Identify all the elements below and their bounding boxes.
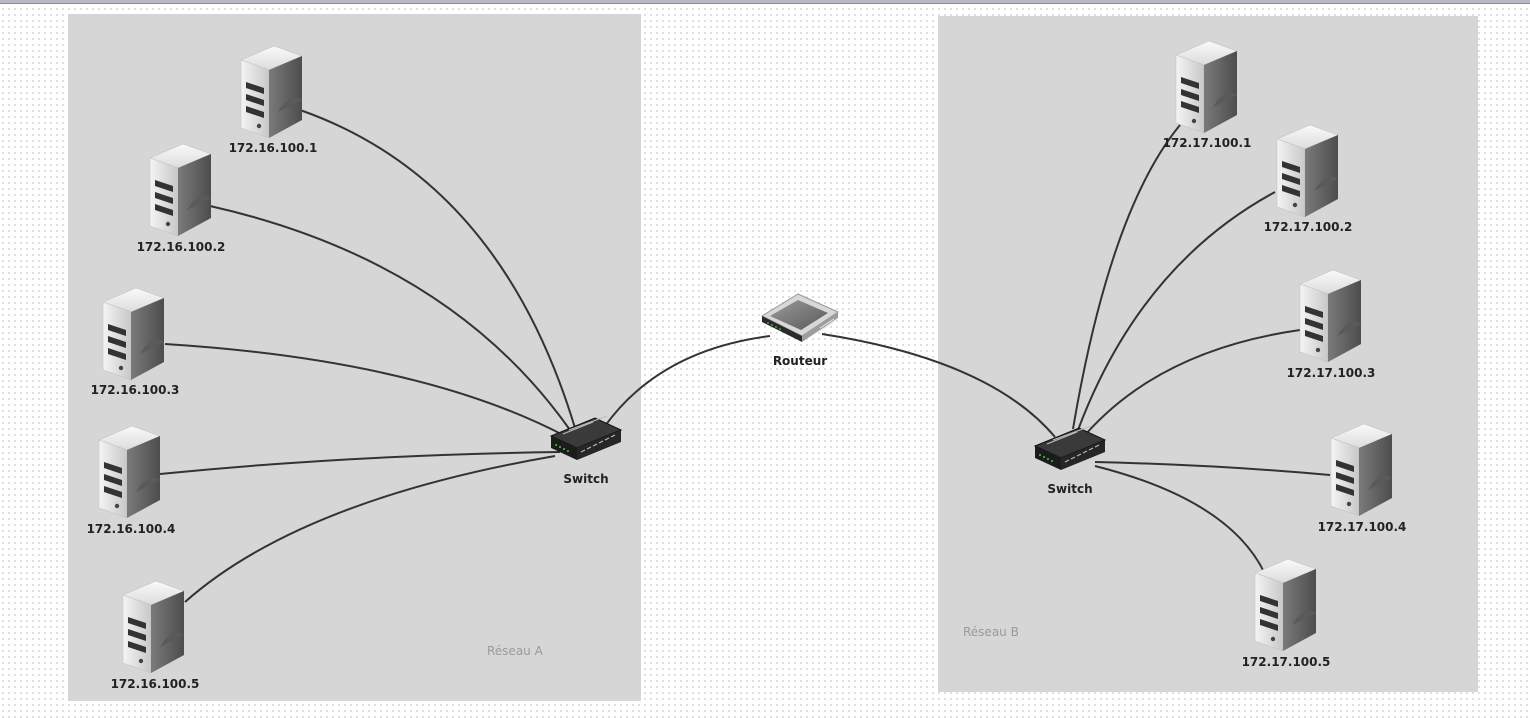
link-switch-a-server-4 bbox=[159, 451, 561, 475]
server-icon[interactable] bbox=[100, 284, 166, 384]
server-icon[interactable] bbox=[96, 422, 162, 522]
link-switch-a-server-3 bbox=[164, 343, 566, 437]
zone-label-a: Réseau A bbox=[487, 644, 543, 658]
server-a2-label: 172.16.100.2 bbox=[136, 240, 226, 254]
link-router-switch-b bbox=[821, 333, 1056, 438]
router-icon[interactable] bbox=[760, 292, 840, 344]
link-switch-a-router bbox=[604, 335, 771, 427]
server-icon[interactable] bbox=[120, 577, 186, 677]
link-switch-b-server-2 bbox=[1077, 191, 1276, 431]
server-a4-label: 172.16.100.4 bbox=[86, 522, 176, 536]
link-switch-b-server-3 bbox=[1084, 329, 1301, 436]
network-switch-icon[interactable] bbox=[549, 416, 623, 464]
link-switch-b-server-4 bbox=[1094, 461, 1331, 476]
link-switch-b-server-1 bbox=[1072, 124, 1181, 430]
switch-a-label: Switch bbox=[563, 472, 609, 486]
zone-label-b: Réseau B bbox=[963, 625, 1019, 639]
server-a5-label: 172.16.100.5 bbox=[110, 677, 200, 691]
server-b5-label: 172.17.100.5 bbox=[1241, 655, 1331, 669]
server-icon[interactable] bbox=[147, 140, 213, 240]
router-label: Routeur bbox=[772, 354, 828, 368]
link-switch-a-server-5 bbox=[184, 455, 556, 603]
network-switch-icon[interactable] bbox=[1033, 426, 1107, 474]
server-b1-label: 172.17.100.1 bbox=[1162, 136, 1252, 150]
switch-b-label: Switch bbox=[1047, 482, 1093, 496]
server-icon[interactable] bbox=[1252, 555, 1318, 655]
link-switch-a-server-2 bbox=[209, 205, 571, 431]
server-icon[interactable] bbox=[1328, 420, 1394, 520]
server-icon[interactable] bbox=[1173, 37, 1239, 137]
server-a1-label: 172.16.100.1 bbox=[228, 141, 318, 155]
top-border bbox=[0, 0, 1530, 4]
server-b4-label: 172.17.100.4 bbox=[1317, 520, 1407, 534]
server-b3-label: 172.17.100.3 bbox=[1286, 366, 1376, 380]
server-icon[interactable] bbox=[1274, 121, 1340, 221]
server-a3-label: 172.16.100.3 bbox=[90, 383, 180, 397]
server-icon[interactable] bbox=[238, 42, 304, 142]
link-switch-a-server-1 bbox=[299, 109, 576, 429]
server-icon[interactable] bbox=[1297, 266, 1363, 366]
server-b2-label: 172.17.100.2 bbox=[1263, 220, 1353, 234]
link-switch-b-server-5 bbox=[1094, 465, 1266, 575]
